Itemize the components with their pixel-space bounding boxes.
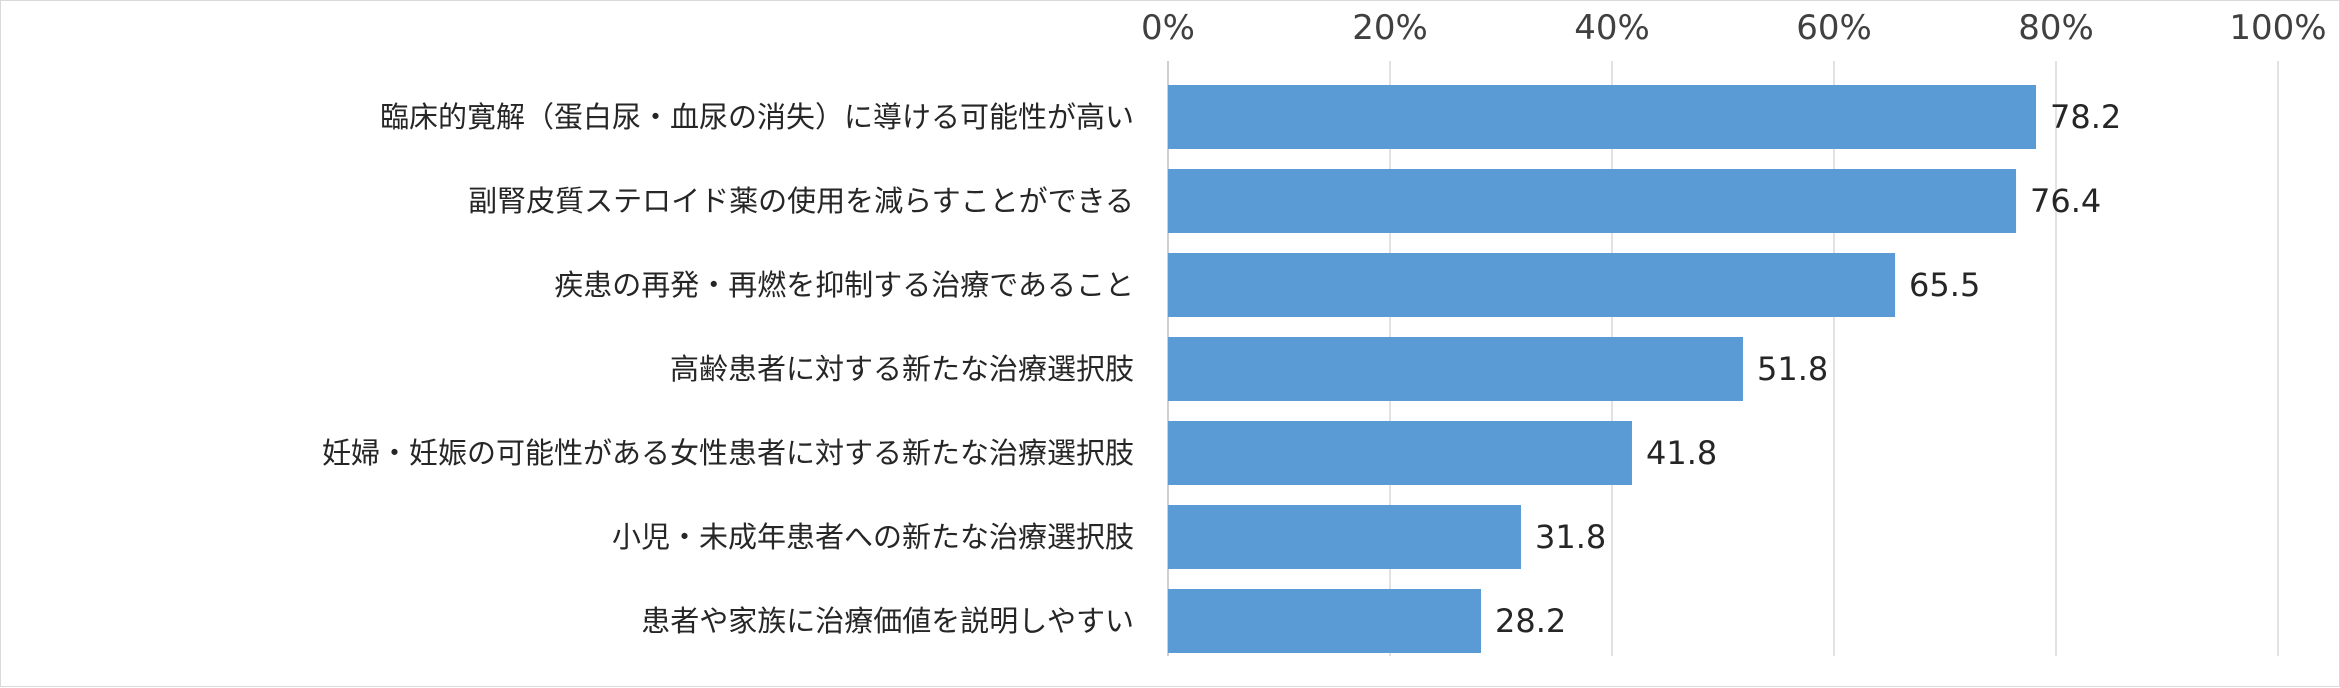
category-label: 副腎皮質ステロイド薬の使用を減らすことができる	[468, 184, 1134, 218]
data-label: 78.2	[2050, 98, 2121, 136]
x-tick-label: 100%	[2229, 8, 2326, 48]
x-tick-label: 40%	[1574, 8, 1650, 48]
data-label: 51.8	[1757, 350, 1828, 388]
data-label: 65.5	[1909, 266, 1980, 304]
data-label: 31.8	[1535, 518, 1606, 556]
category-label: 疾患の再発・再燃を抑制する治療であること	[554, 268, 1134, 302]
x-tick-label: 80%	[2018, 8, 2094, 48]
category-label: 高齢患者に対する新たな治療選択肢	[670, 352, 1134, 386]
bar	[1168, 169, 2017, 233]
bar	[1168, 337, 1743, 401]
data-label: 41.8	[1646, 434, 1717, 472]
bar	[1168, 421, 1632, 485]
x-tick-label: 60%	[1796, 8, 1872, 48]
bar	[1168, 253, 1896, 317]
category-label: 妊婦・妊娠の可能性がある女性患者に対する新たな治療選択肢	[322, 436, 1134, 470]
data-label: 76.4	[2030, 182, 2101, 220]
category-label: 患者や家族に治療価値を説明しやすい	[641, 604, 1134, 638]
x-tick-label: 0%	[1141, 8, 1195, 48]
bar	[1168, 85, 2037, 149]
bar	[1168, 589, 1482, 653]
category-label: 臨床的寛解（蛋白尿・血尿の消失）に導ける可能性が高い	[380, 100, 1134, 134]
x-tick-label: 20%	[1352, 8, 1428, 48]
data-label: 28.2	[1495, 602, 1566, 640]
category-label: 小児・未成年患者への新たな治療選択肢	[612, 520, 1134, 554]
bar	[1168, 505, 1521, 569]
